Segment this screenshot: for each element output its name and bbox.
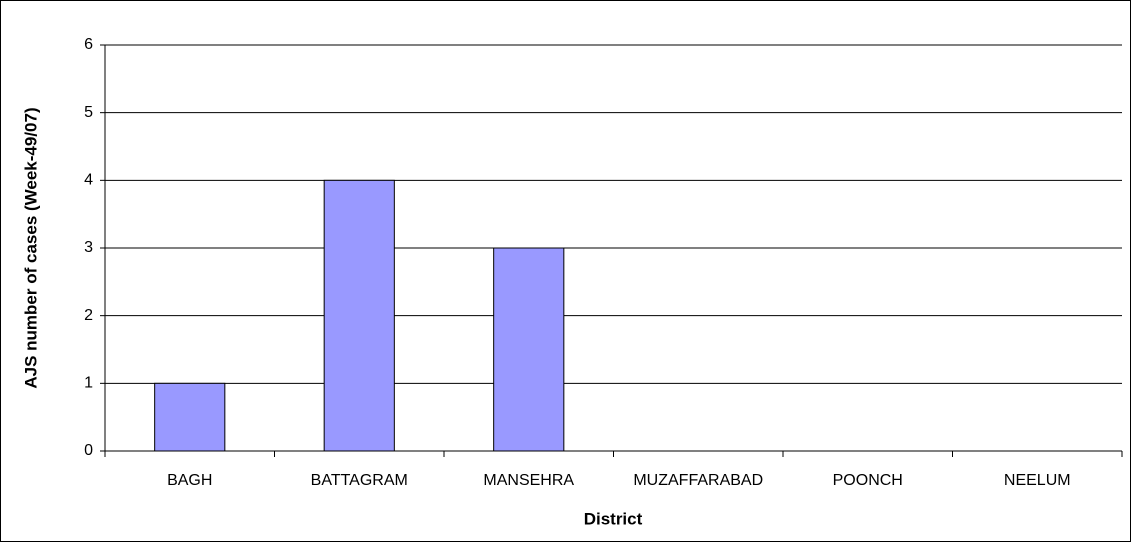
x-tick-label: POONCH	[833, 472, 903, 489]
x-tick-label: BATTAGRAM	[311, 472, 408, 489]
y-axis-title: AJS number of cases (Week-49/07)	[21, 107, 40, 388]
bar	[493, 247, 565, 452]
x-axis-title: District	[584, 509, 643, 528]
y-tick-label: 3	[84, 239, 93, 256]
y-tick-label: 4	[84, 172, 93, 189]
bar	[154, 382, 226, 452]
y-tick-label: 0	[84, 442, 93, 459]
x-tick-label: BAGH	[167, 472, 212, 489]
y-tick-label: 1	[84, 375, 93, 392]
x-tick-label: MUZAFFARABAD	[633, 472, 763, 489]
bar	[323, 179, 395, 452]
x-tick-label: MANSEHRA	[483, 472, 574, 489]
y-tick-label: 2	[84, 307, 93, 324]
y-tick-label: 5	[84, 104, 93, 121]
y-tick-label: 6	[84, 36, 93, 53]
x-tick-label: NEELUM	[1004, 472, 1071, 489]
